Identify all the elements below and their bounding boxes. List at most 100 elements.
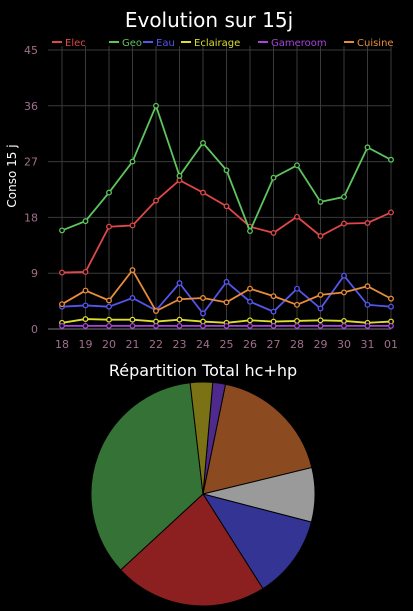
pie-slice-5 bbox=[90, 382, 204, 571]
series-cuisine bbox=[59, 267, 394, 314]
data-point bbox=[82, 316, 89, 323]
data-point bbox=[247, 285, 253, 292]
x-tick-label: 27 bbox=[267, 338, 281, 351]
data-point bbox=[294, 285, 300, 292]
data-point bbox=[341, 193, 347, 200]
series-eclairage bbox=[59, 316, 394, 326]
data-point bbox=[294, 213, 300, 220]
data-point bbox=[106, 189, 112, 196]
x-tick-label: 23 bbox=[173, 338, 187, 351]
x-tick-label: 24 bbox=[196, 338, 210, 351]
data-point bbox=[200, 189, 206, 196]
data-point bbox=[223, 322, 230, 329]
data-point bbox=[200, 295, 206, 301]
legend-label-geo: Geo bbox=[122, 38, 142, 49]
x-tick-label: 31 bbox=[361, 338, 375, 351]
data-point bbox=[129, 267, 136, 274]
data-point bbox=[106, 297, 112, 304]
data-point bbox=[223, 167, 230, 174]
data-point bbox=[364, 144, 371, 151]
data-point bbox=[82, 269, 89, 275]
pie-slice-3 bbox=[201, 493, 313, 590]
data-point bbox=[223, 278, 230, 285]
data-point bbox=[388, 156, 394, 163]
data-point bbox=[388, 295, 394, 302]
data-point bbox=[294, 317, 300, 324]
data-point bbox=[176, 322, 183, 329]
data-point bbox=[200, 322, 206, 329]
data-point bbox=[223, 299, 230, 306]
data-point bbox=[247, 228, 253, 234]
data-point bbox=[341, 317, 347, 324]
data-point bbox=[388, 209, 394, 216]
data-point bbox=[200, 140, 206, 146]
data-point bbox=[82, 302, 89, 309]
data-point bbox=[388, 322, 394, 329]
data-point bbox=[341, 322, 347, 329]
pie-slice-6 bbox=[189, 381, 214, 495]
data-point bbox=[59, 269, 65, 276]
data-point bbox=[153, 322, 159, 329]
data-point bbox=[223, 203, 230, 210]
data-point bbox=[341, 289, 347, 296]
data-point bbox=[106, 316, 112, 323]
legend-label-elec: Elec bbox=[65, 38, 86, 49]
data-point bbox=[176, 280, 183, 287]
series-geo bbox=[59, 102, 394, 234]
data-point bbox=[364, 283, 371, 290]
data-point bbox=[176, 172, 183, 179]
line-chart-legend: Elec Geo Eau Eclairage Gameroom Cuisine bbox=[52, 38, 394, 49]
data-point bbox=[82, 218, 89, 225]
data-point bbox=[153, 197, 159, 204]
y-tick-label: 9 bbox=[31, 267, 38, 280]
data-point bbox=[294, 322, 300, 329]
data-point bbox=[270, 322, 277, 329]
pie-chart-title: Répartition Total hc+hp bbox=[109, 361, 297, 380]
legend-label-gameroom: Gameroom bbox=[271, 38, 327, 49]
line-chart-series bbox=[59, 102, 394, 329]
x-tick-label: 26 bbox=[243, 338, 257, 351]
x-tick-label: 25 bbox=[220, 338, 234, 351]
data-point bbox=[270, 229, 277, 236]
data-point bbox=[106, 223, 112, 230]
legend-label-eclairage: Eclairage bbox=[194, 38, 240, 49]
data-point bbox=[294, 162, 300, 169]
series-eau bbox=[59, 272, 394, 317]
data-point bbox=[59, 227, 65, 234]
line-chart-grid bbox=[48, 46, 392, 330]
series-gameroom bbox=[59, 322, 394, 329]
data-point bbox=[129, 316, 136, 323]
line-chart: Evolution sur 15j Elec Geo Eau Eclairage Gam… bbox=[5, 8, 398, 351]
x-tick-label: 29 bbox=[314, 338, 328, 351]
data-point bbox=[317, 198, 324, 205]
data-point bbox=[294, 301, 300, 308]
x-tick-label: 20 bbox=[102, 338, 116, 351]
data-point bbox=[106, 303, 112, 310]
data-point bbox=[82, 322, 89, 329]
data-point bbox=[59, 322, 65, 329]
data-point bbox=[247, 317, 253, 324]
y-tick-label: 36 bbox=[24, 100, 38, 113]
data-point bbox=[317, 291, 324, 298]
data-point bbox=[341, 220, 347, 227]
legend-label-cuisine: Cuisine bbox=[357, 38, 394, 49]
y-axis-ticks: 0 9 18 27 36 45 bbox=[24, 44, 38, 336]
x-axis-ticks: 18 19 20 21 22 23 24 25 26 27 28 29 30 31 01 bbox=[55, 338, 398, 351]
data-point bbox=[176, 296, 183, 303]
data-point bbox=[317, 305, 324, 312]
data-point bbox=[270, 174, 277, 181]
data-point bbox=[106, 322, 112, 329]
x-tick-label: 28 bbox=[290, 338, 304, 351]
pie-slice-4 bbox=[119, 493, 264, 607]
line-chart-title: Evolution sur 15j bbox=[125, 8, 293, 32]
y-tick-label: 27 bbox=[24, 156, 38, 169]
data-point bbox=[59, 301, 65, 308]
data-point bbox=[317, 233, 324, 239]
legend-label-eau: Eau bbox=[156, 38, 175, 49]
data-point bbox=[200, 310, 206, 317]
data-point bbox=[270, 308, 277, 315]
data-point bbox=[153, 102, 159, 109]
data-point bbox=[176, 316, 183, 323]
data-point bbox=[364, 220, 371, 226]
